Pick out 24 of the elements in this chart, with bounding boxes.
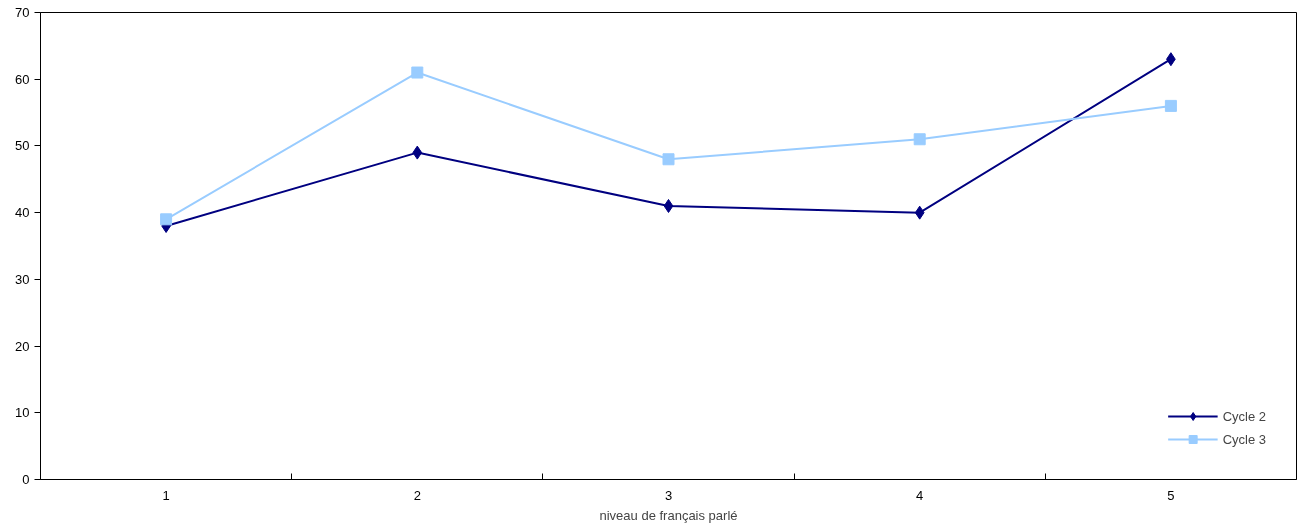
legend-label: Cycle 3 (1222, 431, 1266, 447)
point (411, 66, 424, 79)
legend-label: Cycle 2 (1222, 408, 1266, 424)
point (913, 133, 926, 146)
x-tick-label: 3 (664, 487, 673, 503)
x-tick-label: 5 (1167, 487, 1175, 503)
point (412, 145, 423, 160)
point (663, 198, 674, 213)
y-tick-label: 20 (15, 338, 30, 354)
point (914, 205, 925, 220)
y-tick-label: 0 (22, 472, 30, 487)
x-axis-title: niveau de français parlé (599, 507, 738, 523)
x-tick-label: 2 (413, 487, 421, 503)
y-tick-label: 50 (15, 138, 30, 154)
point (662, 153, 675, 166)
y-tick-label: 10 (15, 405, 30, 421)
y-tick-label: 30 (15, 271, 30, 287)
point (1164, 99, 1177, 112)
y-tick-label: 40 (15, 205, 30, 221)
point (160, 213, 173, 226)
x-tick-label: 4 (916, 487, 924, 503)
x-tick-label: 1 (162, 487, 170, 503)
y-tick-label: 70 (15, 5, 30, 20)
y-tick-label: 60 (15, 71, 30, 87)
